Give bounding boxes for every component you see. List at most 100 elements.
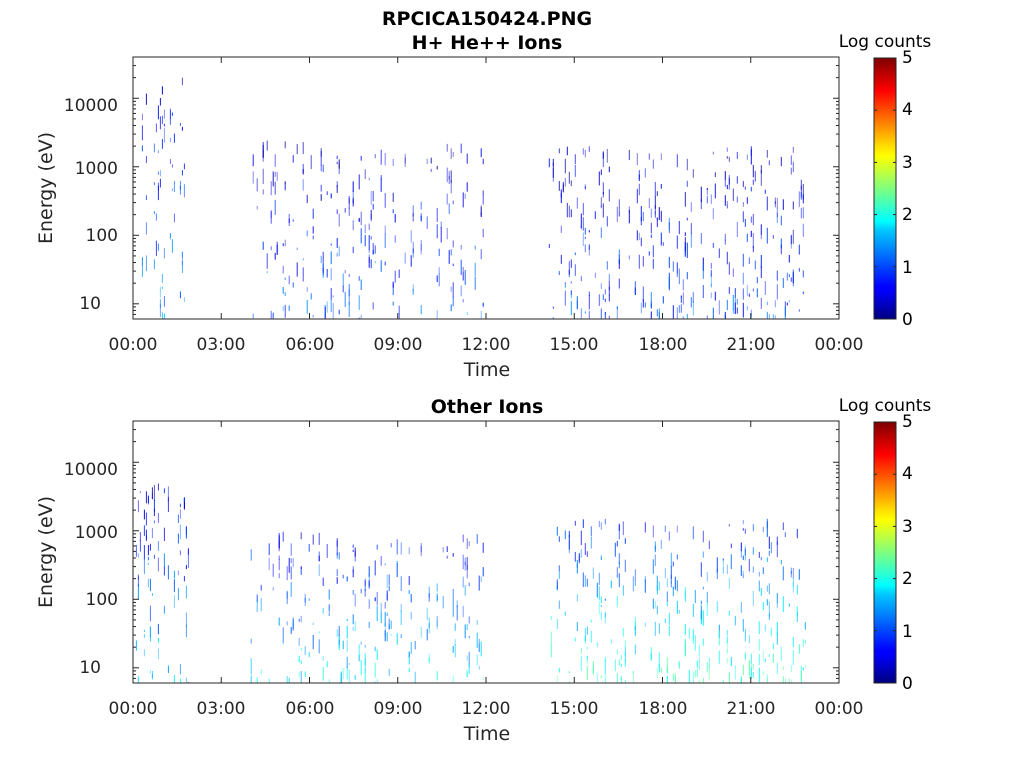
y-tick-label: 10 <box>79 658 101 678</box>
spectrogram-cell <box>766 674 768 682</box>
colorbar-gradient <box>873 421 897 684</box>
spectrogram-cell <box>700 562 702 577</box>
spectrogram-cell <box>740 542 742 552</box>
spectrogram-cell <box>684 237 686 252</box>
spectrogram-cell <box>336 209 338 215</box>
spectrogram-cell <box>161 86 163 95</box>
spectrogram-cell <box>159 286 161 298</box>
spectrogram-cell <box>654 195 656 209</box>
spectrogram-cell <box>792 269 794 284</box>
spectrogram-cell <box>177 588 179 601</box>
spectrogram-cell <box>282 265 284 274</box>
spectrogram-cell <box>596 582 598 598</box>
spectrogram-cell <box>364 588 366 597</box>
spectrogram-cell <box>256 599 258 612</box>
y-tick-label: 100 <box>86 590 118 610</box>
y-axis-label: Energy (eV) <box>35 132 57 244</box>
spectrogram-cell <box>696 660 698 663</box>
spectrogram-cell <box>586 578 588 587</box>
spectrogram-cell <box>604 598 606 601</box>
spectrogram-cell <box>580 225 582 230</box>
spectrogram-cell <box>135 545 137 557</box>
spectrogram-cell <box>568 261 570 275</box>
spectrogram-cell <box>336 252 338 257</box>
spectrogram-cell <box>686 313 688 319</box>
spectrogram-cell <box>750 149 752 165</box>
spectrogram-cell <box>468 636 470 639</box>
spectrogram-cell <box>692 672 694 683</box>
spectrogram-cell <box>722 566 724 574</box>
spectrogram-cell <box>282 642 284 645</box>
spectrogram-cell <box>460 285 462 297</box>
spectrogram-cell <box>710 273 712 287</box>
spectrogram-cell <box>370 191 372 205</box>
spectrogram-cell <box>474 245 476 250</box>
spectrogram-cell <box>300 567 302 575</box>
spectrogram-cell <box>710 194 712 204</box>
spectrogram-cell <box>336 238 338 248</box>
spectrogram-cell <box>608 280 610 296</box>
spectrogram-cell <box>346 625 348 639</box>
spectrogram-cell <box>574 552 576 562</box>
spectrogram-cell <box>348 207 350 216</box>
spectrogram-cell <box>644 622 646 627</box>
spectrogram-cell <box>634 616 636 632</box>
spectrogram-cell <box>157 105 159 120</box>
spectrogram-cell <box>684 232 686 236</box>
spectrogram-cell <box>185 612 187 627</box>
spectrogram-cell <box>558 536 560 542</box>
spectrogram-cell <box>570 180 572 187</box>
spectrogram-cell <box>724 233 726 245</box>
spectrogram-cell <box>602 294 604 300</box>
spectrogram-cell <box>726 564 728 574</box>
spectrogram-cell <box>746 154 748 160</box>
spectrogram-cell <box>758 580 760 592</box>
spectrogram-cell <box>798 644 800 654</box>
spectrogram-cell <box>137 584 139 599</box>
spectrogram-cell <box>336 161 338 165</box>
spectrogram-cell <box>157 648 159 660</box>
spectrogram-cell <box>594 211 596 219</box>
spectrogram-cell <box>370 236 372 240</box>
x-tick-label: 15:00 <box>550 335 599 355</box>
spectrogram-cell <box>782 676 784 683</box>
spectrogram-cell <box>660 232 662 246</box>
plot-area <box>132 56 840 320</box>
x-tick-label: 09:00 <box>374 699 423 719</box>
spectrogram-cell <box>464 585 466 596</box>
spectrogram-cell <box>288 677 290 683</box>
spectrogram-cell <box>776 622 778 636</box>
spectrogram-cell <box>388 618 390 630</box>
spectrogram-cell <box>584 311 586 314</box>
spectrogram-cell <box>802 667 804 671</box>
spectrogram-cell <box>288 557 290 573</box>
spectrogram-cell <box>302 163 304 174</box>
spectrogram-cell <box>296 247 298 251</box>
spectrogram-cell <box>414 641 416 650</box>
spectrogram-cell <box>550 615 552 620</box>
spectrogram-cell <box>742 181 744 188</box>
spectrogram-cell <box>618 562 620 565</box>
spectrogram-cell <box>676 235 678 249</box>
spectrogram-cell <box>576 559 578 574</box>
spectrogram-cell <box>183 184 185 198</box>
spectrogram-cell <box>730 657 732 666</box>
spectrogram-cell <box>346 619 348 622</box>
spectrogram-cell <box>310 155 312 169</box>
spectrogram-cell <box>664 525 666 532</box>
spectrogram-cell <box>576 622 578 631</box>
spectrogram-cell <box>728 287 730 294</box>
spectrogram-cell <box>430 157 432 164</box>
spectrogram-cell <box>680 295 682 298</box>
spectrogram-cell <box>290 558 292 564</box>
spectrogram-cell <box>564 611 566 616</box>
spectrogram-cell <box>478 666 480 670</box>
spectrogram-cell <box>656 605 658 615</box>
spectrogram-cell <box>318 555 320 562</box>
spectrogram-cell <box>570 259 572 268</box>
spectrogram-cell <box>700 233 702 245</box>
spectrogram-cell <box>760 165 762 174</box>
spectrogram-cell <box>452 675 454 683</box>
spectrogram-cell <box>702 285 704 298</box>
spectrogram-cell <box>656 218 658 221</box>
